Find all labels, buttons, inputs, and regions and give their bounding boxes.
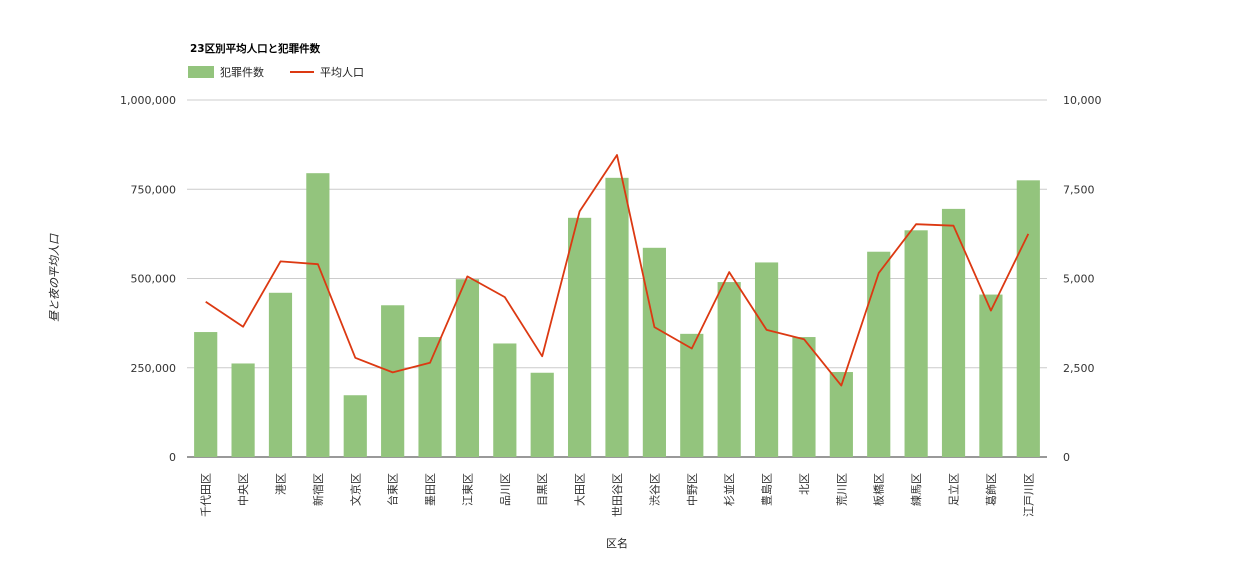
bar: [530, 372, 554, 457]
bar: [306, 173, 330, 457]
bar: [904, 230, 928, 457]
line-path: [205, 154, 1030, 387]
x-tick-label: 大田区: [573, 473, 587, 506]
x-axis-labels: 千代田区 中央区 港区 新宿区 文京区 台東区 墨田区 江東区 品川区 目黒区 大田区 世田谷区 渋谷区…: [200, 473, 1036, 517]
bar: [979, 294, 1003, 457]
x-tick-label: 千代田区: [200, 473, 213, 517]
x-tick-label: 葛飾区: [985, 473, 998, 506]
bar: [642, 247, 666, 457]
bar: [418, 337, 442, 457]
x-tick-label: 板橋区: [872, 473, 886, 506]
bar: [754, 262, 779, 457]
bar: [941, 208, 966, 457]
x-tick-label: 杉並区: [722, 473, 736, 506]
x-tick-label: 中野区: [686, 473, 699, 506]
right-tick-label: 0: [1063, 451, 1070, 464]
x-tick-label: 世田谷区: [611, 473, 624, 517]
x-tick-label: 渋谷区: [648, 473, 661, 506]
bar: [1016, 180, 1040, 457]
bar: [231, 363, 255, 457]
x-tick-label: 足立区: [947, 473, 961, 506]
bar: [568, 217, 592, 457]
right-tick-label: 2,500: [1063, 362, 1095, 375]
bar: [194, 332, 218, 457]
x-tick-label: 江東区: [461, 473, 474, 506]
bar: [493, 343, 517, 457]
x-tick-label: 荒川区: [835, 473, 848, 506]
chart-title: 23区別平均人口と犯罪件数: [190, 42, 321, 55]
left-tick-label: 0: [169, 451, 176, 464]
bar: [680, 333, 704, 457]
left-tick-label: 250,000: [131, 362, 177, 375]
bar: [605, 177, 629, 458]
legend-line-label: 平均人口: [320, 66, 364, 79]
x-tick-label: 練馬区: [909, 473, 923, 506]
x-tick-label: 目黒区: [536, 473, 549, 506]
x-tick-label: 墨田区: [424, 473, 437, 506]
left-tick-label: 750,000: [131, 183, 177, 196]
bars: [194, 173, 1040, 458]
left-tick-label: 500,000: [131, 273, 177, 286]
right-tick-label: 10,000: [1063, 94, 1102, 107]
x-tick-label: 中央区: [237, 473, 250, 506]
line-series: [205, 154, 1030, 387]
left-axis-ticks: 0 250,000 500,000 750,000 1,000,000: [120, 94, 176, 464]
bar: [829, 372, 853, 457]
x-tick-label: 新宿区: [311, 473, 325, 506]
legend-bar-label: 犯罪件数: [220, 66, 264, 79]
legend: 犯罪件数 平均人口: [188, 66, 364, 79]
right-axis-ticks: 0 2,500 5,000 7,500 10,000: [1063, 94, 1102, 464]
bar: [867, 251, 891, 457]
x-tick-label: 北区: [798, 473, 811, 495]
right-tick-label: 7,500: [1063, 183, 1095, 196]
x-tick-label: 文京区: [348, 473, 362, 506]
x-tick-label: 江戸川区: [1022, 473, 1035, 517]
bar: [343, 395, 367, 457]
bar: [792, 337, 816, 457]
x-tick-label: 豊島区: [760, 473, 774, 506]
x-tick-label: 品川区: [499, 473, 512, 506]
x-tick-label: 台東区: [386, 473, 400, 506]
left-tick-label: 1,000,000: [120, 94, 176, 107]
legend-bar-swatch: [188, 66, 214, 78]
y-axis-title: 昼と夜の平均人口: [48, 233, 61, 322]
x-axis-title: 区名: [606, 536, 628, 550]
bar: [381, 305, 405, 457]
bar: [717, 282, 741, 457]
right-tick-label: 5,000: [1063, 273, 1095, 286]
x-tick-label: 港区: [274, 473, 287, 495]
bar: [268, 292, 293, 457]
bar: [455, 279, 480, 457]
